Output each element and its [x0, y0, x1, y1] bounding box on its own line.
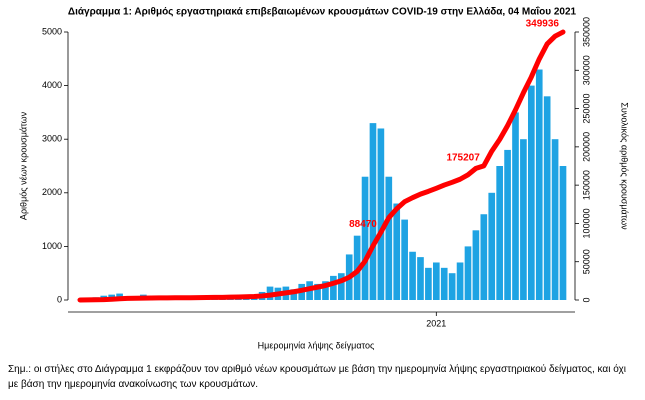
bar: [559, 166, 567, 300]
y-tick-label: 0: [57, 294, 62, 304]
line-value-label: 349936: [526, 19, 560, 30]
bar: [377, 128, 385, 300]
y2-tick-label: 250000: [581, 94, 591, 124]
chart-title: Διάγραμμα 1: Αριθμός εργαστηριακά επιβεβ…: [68, 6, 577, 18]
bar: [528, 85, 535, 300]
bar: [520, 139, 527, 300]
bar: [401, 219, 408, 300]
bar: [543, 96, 551, 300]
y2-tick-label: 200000: [581, 132, 591, 162]
bar: [551, 139, 559, 300]
bar: [464, 246, 472, 300]
x-tick-label: 2021: [426, 318, 446, 328]
bar: [337, 273, 345, 300]
bar: [512, 112, 519, 301]
y2-tick-label: 100000: [581, 208, 591, 238]
bar: [290, 289, 298, 300]
bar: [393, 203, 401, 300]
cumulative-line: [77, 29, 566, 303]
chart: Διάγραμμα 1: Αριθμός εργαστηριακά επιβεβ…: [18, 6, 630, 351]
y-axis-label: Αριθμός νέων κρουσμάτων: [18, 111, 28, 220]
bar: [448, 273, 456, 300]
note: Σημ.: οι στήλες στο Διάγραμμα 1 εκφράζου…: [8, 364, 626, 390]
bar: [322, 281, 329, 300]
y2-tick-label: 150000: [581, 170, 591, 200]
bar: [472, 230, 480, 300]
line-value-label: 175207: [446, 152, 480, 163]
line-value-label: 88470: [349, 219, 377, 230]
y2-tick-label: 300000: [581, 55, 591, 85]
y-tick-label: 5000: [42, 26, 62, 36]
y2-tick-label: 0: [581, 297, 591, 302]
bar: [496, 166, 503, 300]
bar: [480, 214, 488, 300]
bar: [385, 176, 393, 300]
bar: [409, 251, 416, 300]
bar: [488, 192, 496, 300]
y-tick-label: 4000: [42, 80, 62, 90]
y2-tick-label: 50000: [581, 249, 591, 274]
bar: [425, 267, 432, 300]
bar: [440, 267, 448, 300]
bar: [432, 262, 440, 300]
bar: [361, 176, 369, 300]
x-axis-label: Ημερομηνία λήψης δείγματος: [258, 340, 375, 350]
bar: [456, 262, 464, 300]
bar: [504, 149, 511, 300]
bar: [369, 123, 377, 301]
bar: [417, 257, 424, 300]
y2-tick-label: 350000: [581, 17, 591, 47]
bar: [330, 275, 337, 300]
y2-axis-label: Συνολικός αριθμός κρουσμάτων: [620, 102, 630, 230]
y-tick-label: 3000: [42, 134, 62, 144]
bar: [314, 283, 321, 300]
y-tick-label: 2000: [42, 187, 62, 197]
y-tick-label: 1000: [42, 241, 62, 251]
bar: [535, 69, 543, 301]
